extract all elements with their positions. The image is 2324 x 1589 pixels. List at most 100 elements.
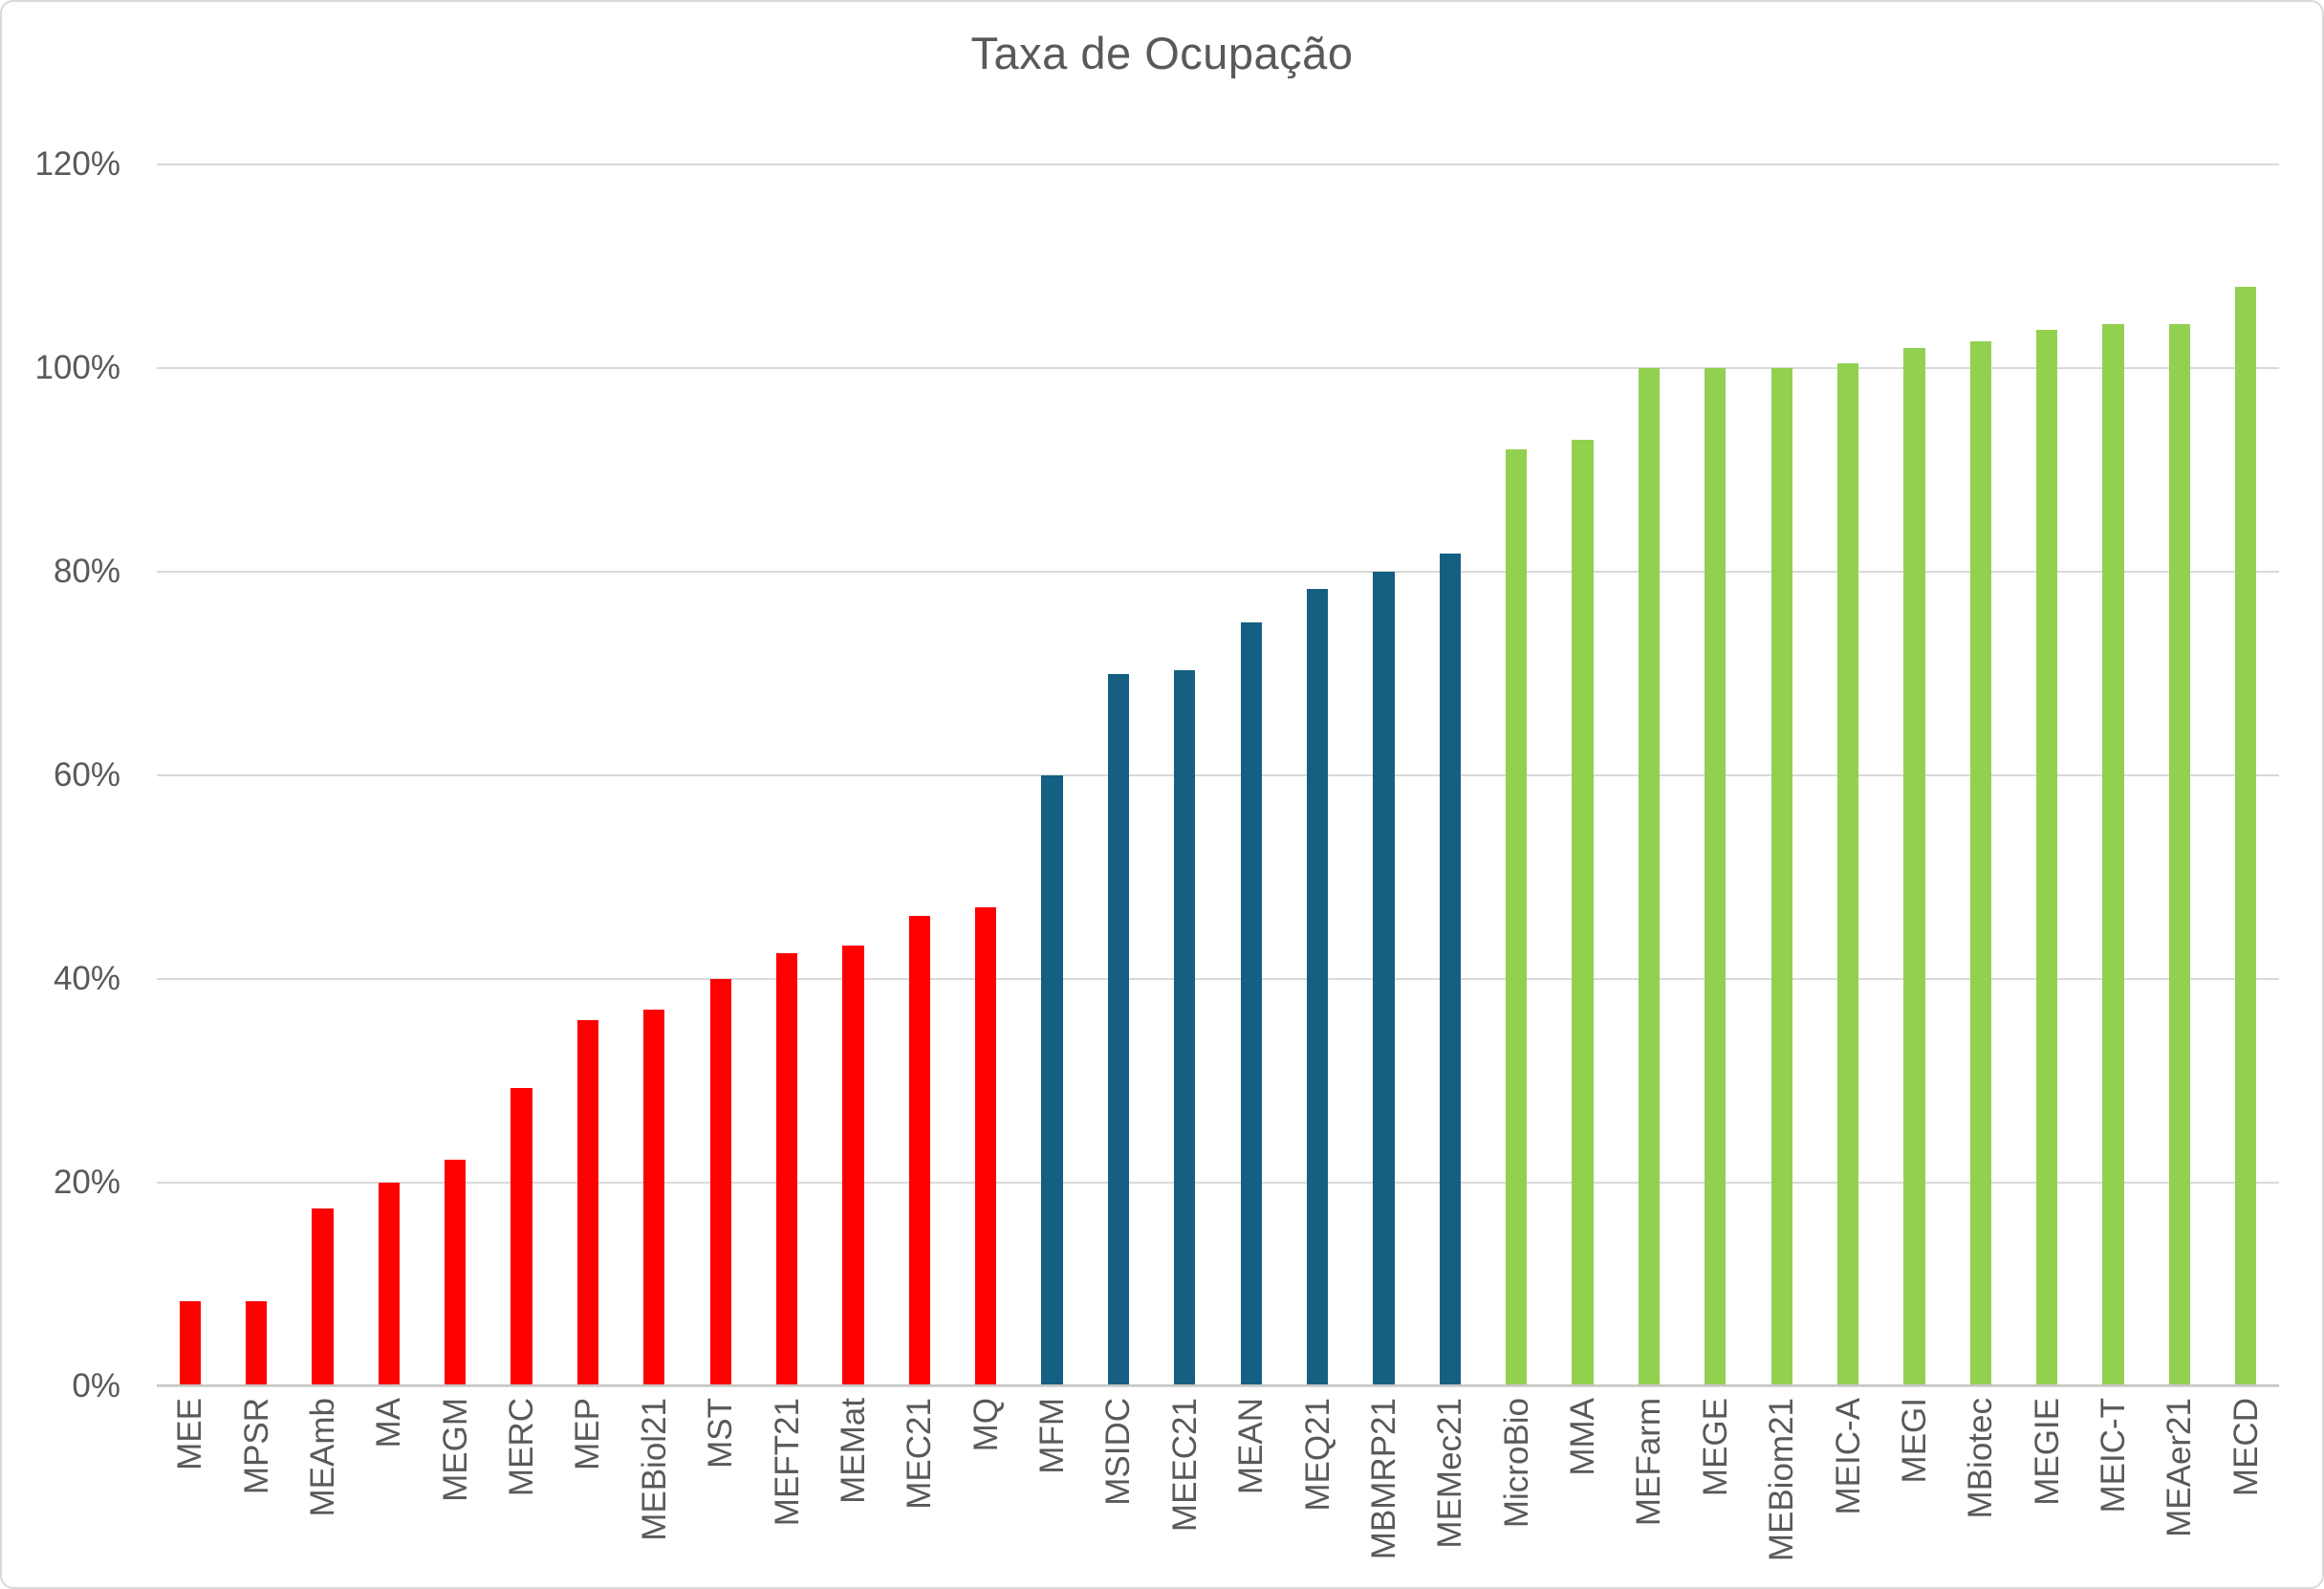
- x-label-slot: MEEC21: [1152, 1398, 1218, 1584]
- x-tick-label: MEFarm: [1630, 1398, 1668, 1527]
- bar-slot: [1284, 164, 1350, 1386]
- x-tick-label: MEIC-A: [1829, 1398, 1867, 1515]
- x-label-slot: MSIDC: [1085, 1398, 1151, 1584]
- bar: [2102, 324, 2124, 1386]
- bar-slot: [1351, 164, 1417, 1386]
- bar-slot: [621, 164, 687, 1386]
- y-tick-label: 100%: [34, 349, 120, 386]
- x-label-slot: MEMat: [820, 1398, 886, 1584]
- gridline: [157, 367, 2279, 369]
- y-tick-label: 0%: [72, 1367, 120, 1404]
- bar: [445, 1159, 467, 1386]
- bar: [378, 1183, 400, 1386]
- x-label-slot: MEMec21: [1417, 1398, 1483, 1584]
- gridline: [157, 774, 2279, 776]
- bar: [643, 1009, 665, 1386]
- x-label-slot: MEBiom21: [1748, 1398, 1814, 1584]
- bar-slot: [1881, 164, 1947, 1386]
- x-tick-label: MECD: [2226, 1398, 2265, 1497]
- x-tick-label: MEEC21: [1165, 1398, 1204, 1533]
- x-tick-label: MST: [702, 1398, 740, 1469]
- y-tick-label: 40%: [53, 960, 120, 997]
- x-tick-label: MEGIE: [2028, 1398, 2066, 1506]
- x-label-slot: MEAer21: [2146, 1398, 2212, 1584]
- x-label-slot: MEGIE: [2014, 1398, 2080, 1584]
- x-tick-label: MicroBio: [1497, 1398, 1535, 1529]
- bar-slot: [2146, 164, 2212, 1386]
- x-tick-label: MBMRP21: [1364, 1398, 1402, 1560]
- x-label-slot: MFM: [1019, 1398, 1085, 1584]
- bar: [1705, 368, 1727, 1386]
- bar: [1836, 362, 1859, 1386]
- bar-slot: [2080, 164, 2146, 1386]
- bar: [975, 907, 997, 1386]
- bar: [1969, 341, 1991, 1386]
- y-tick-label: 80%: [53, 553, 120, 590]
- x-tick-label: MQ: [967, 1398, 1005, 1452]
- bar: [1638, 368, 1661, 1386]
- x-label-slot: MBMRP21: [1351, 1398, 1417, 1584]
- x-tick-label: MEAer21: [2161, 1398, 2199, 1537]
- x-tick-label: MA: [370, 1398, 408, 1448]
- x-tick-label: MEAN: [1232, 1398, 1271, 1495]
- bar: [709, 979, 731, 1386]
- gridline: [157, 1182, 2279, 1184]
- x-tick-label: MMA: [1564, 1398, 1602, 1476]
- x-tick-label: MEE: [171, 1398, 209, 1470]
- bar: [312, 1208, 334, 1386]
- bar: [1306, 589, 1329, 1386]
- gridline: [157, 571, 2279, 573]
- x-tick-label: MFM: [1033, 1398, 1072, 1474]
- x-label-slot: MEQ21: [1284, 1398, 1350, 1584]
- bar-slot: [1218, 164, 1284, 1386]
- x-tick-label: MEMec21: [1431, 1398, 1469, 1549]
- bar-slot: [1019, 164, 1085, 1386]
- bar: [2036, 329, 2058, 1386]
- x-label-slot: MEFarm: [1616, 1398, 1682, 1584]
- bar: [2168, 324, 2191, 1386]
- x-tick-label: MEBiom21: [1763, 1398, 1801, 1562]
- bar: [1174, 670, 1196, 1386]
- x-label-slot: MERC: [489, 1398, 554, 1584]
- bar: [1770, 368, 1792, 1386]
- y-tick-label: 20%: [53, 1164, 120, 1201]
- bar-slot: [820, 164, 886, 1386]
- chart-title: Taxa de Ocupação: [970, 28, 1354, 78]
- x-tick-label: MEP: [569, 1398, 607, 1470]
- bar-slot: [1417, 164, 1483, 1386]
- x-label-slot: MEBiol21: [621, 1398, 687, 1584]
- x-tick-label: MERC: [503, 1398, 541, 1497]
- x-label-slot: MBiotec: [1947, 1398, 2013, 1584]
- y-axis-labels: 0% 20% 40% 60% 80% 100% 120%: [2, 145, 124, 1404]
- bar: [1506, 449, 1528, 1386]
- bar-slot: [356, 164, 422, 1386]
- bar-slot: [953, 164, 1019, 1386]
- x-tick-label: MEBiol21: [635, 1398, 673, 1541]
- x-label-slot: MEFT21: [753, 1398, 819, 1584]
- bar: [576, 1019, 599, 1386]
- bar-slot: [1748, 164, 1814, 1386]
- bar: [842, 945, 864, 1386]
- x-label-slot: MEGE: [1683, 1398, 1748, 1584]
- bar-slot: [1152, 164, 1218, 1386]
- x-label-slot: MST: [687, 1398, 753, 1584]
- bar-slot: [886, 164, 952, 1386]
- x-tick-label: MEAmb: [303, 1398, 341, 1517]
- gridline: [157, 1385, 2279, 1387]
- x-label-slot: MEIC-A: [1814, 1398, 1880, 1584]
- bar-slot: [2014, 164, 2080, 1386]
- bar-slot: [489, 164, 554, 1386]
- x-tick-label: MEC21: [901, 1398, 939, 1510]
- bar-slot: [1683, 164, 1748, 1386]
- bar: [1373, 572, 1395, 1386]
- plot-area: [157, 163, 2279, 1387]
- x-label-slot: MQ: [953, 1398, 1019, 1584]
- x-label-slot: MMA: [1550, 1398, 1616, 1584]
- bar-slot: [1616, 164, 1682, 1386]
- x-label-slot: MECD: [2213, 1398, 2279, 1584]
- bars-group: [157, 164, 2279, 1386]
- gridline: [157, 978, 2279, 980]
- bar-slot: [1484, 164, 1550, 1386]
- bar-slot: [1550, 164, 1616, 1386]
